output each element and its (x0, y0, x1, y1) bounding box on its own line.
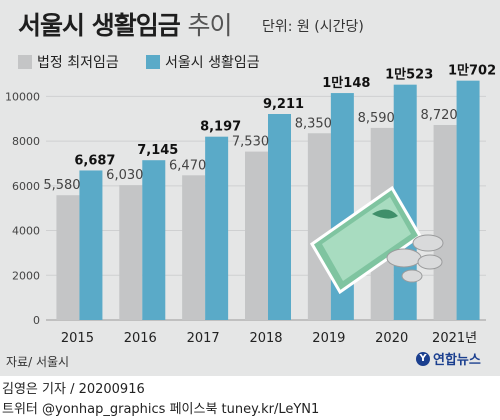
source-note: 자료/ 서울시 (6, 355, 70, 369)
x-tick-label: 2021년 (432, 331, 477, 346)
bar-living-wage (79, 170, 103, 320)
x-tick-label: 2019 (312, 331, 345, 346)
bar-minimum-wage (307, 133, 331, 320)
banknote-feather (372, 209, 398, 219)
unit-label: 단위: 원 (시간당) (262, 19, 364, 35)
y-tick-label: 10000 (5, 90, 40, 103)
coin (417, 254, 443, 270)
y-tick-label: 8000 (12, 135, 40, 148)
data-label-living-wage: 1만523 (385, 67, 433, 83)
bar-living-wage (142, 160, 166, 320)
data-label-minimum-wage: 6,030 (106, 168, 143, 183)
legend-item-living-wage: 서울시 생활임금 (146, 52, 260, 72)
logo-text: 연합뉴스 (433, 353, 481, 368)
title-suffix: 추이 (187, 11, 232, 40)
y-tick-layer: 0 2000 4000 6000 8000 10000 (5, 90, 40, 327)
data-label-living-wage: 1만148 (322, 75, 370, 91)
bar-layer (56, 80, 480, 321)
social-links: 트위터 @yonhap_graphics 페이스북 tuney.kr/LeYN1 (2, 402, 320, 417)
legend-label: 서울시 생활임금 (165, 55, 260, 71)
data-label-living-wage: 8,197 (200, 120, 241, 135)
bar-living-wage (205, 136, 229, 320)
x-tick-label: 2016 (124, 331, 157, 346)
bar-minimum-wage (182, 175, 206, 320)
data-label-minimum-wage: 8,350 (295, 116, 332, 131)
bar-minimum-wage (245, 151, 268, 320)
reporter-credit: 김영은 기자 / 20200916 (2, 382, 145, 397)
coin (412, 234, 444, 252)
y-tick-label: 6000 (12, 180, 40, 193)
y-tick-label: 2000 (12, 269, 40, 282)
coin (386, 248, 422, 268)
bar-minimum-wage (119, 185, 143, 320)
legend-swatch (146, 55, 160, 69)
data-label-minimum-wage: 7,530 (232, 135, 269, 150)
x-tick-label: 2020 (375, 331, 408, 346)
data-label-living-wage: 9,211 (263, 97, 304, 112)
bar-living-wage (456, 80, 480, 320)
yonhap-logo: Y 연합뉴스 (416, 349, 481, 368)
data-label-minimum-wage: 8,720 (420, 108, 457, 123)
x-tick-label: 2018 (249, 331, 282, 346)
y-tick-label: 4000 (12, 225, 40, 238)
bar-minimum-wage (56, 195, 80, 320)
bar-living-wage (268, 114, 291, 320)
data-label-minimum-wage: 5,580 (43, 178, 80, 193)
legend-item-minimum-wage: 법정 최저임금 (18, 52, 119, 72)
logo-mark-icon: Y (416, 351, 430, 366)
y-tick-label: 0 (33, 314, 40, 327)
data-label-living-wage: 1만702 (448, 63, 496, 79)
data-label-minimum-wage: 6,470 (169, 158, 206, 173)
title-main: 서울시 생활임금 (18, 11, 181, 40)
chart-title: 서울시 생활임금 추이 (18, 6, 232, 42)
x-tick-layer: 2015 2016 2017 2018 2019 2020 2021년 (61, 331, 477, 346)
x-tick-label: 2015 (61, 331, 94, 346)
x-tick-label: 2017 (187, 331, 220, 346)
bar-minimum-wage (433, 124, 457, 320)
coin (401, 269, 423, 283)
data-label-minimum-wage: 8,590 (358, 111, 395, 126)
money-illustration (310, 185, 444, 295)
legend-label: 법정 최저임금 (37, 55, 119, 71)
data-label-living-wage: 6,687 (74, 153, 115, 168)
data-label-living-wage: 7,145 (137, 143, 178, 158)
legend-swatch (18, 55, 32, 69)
